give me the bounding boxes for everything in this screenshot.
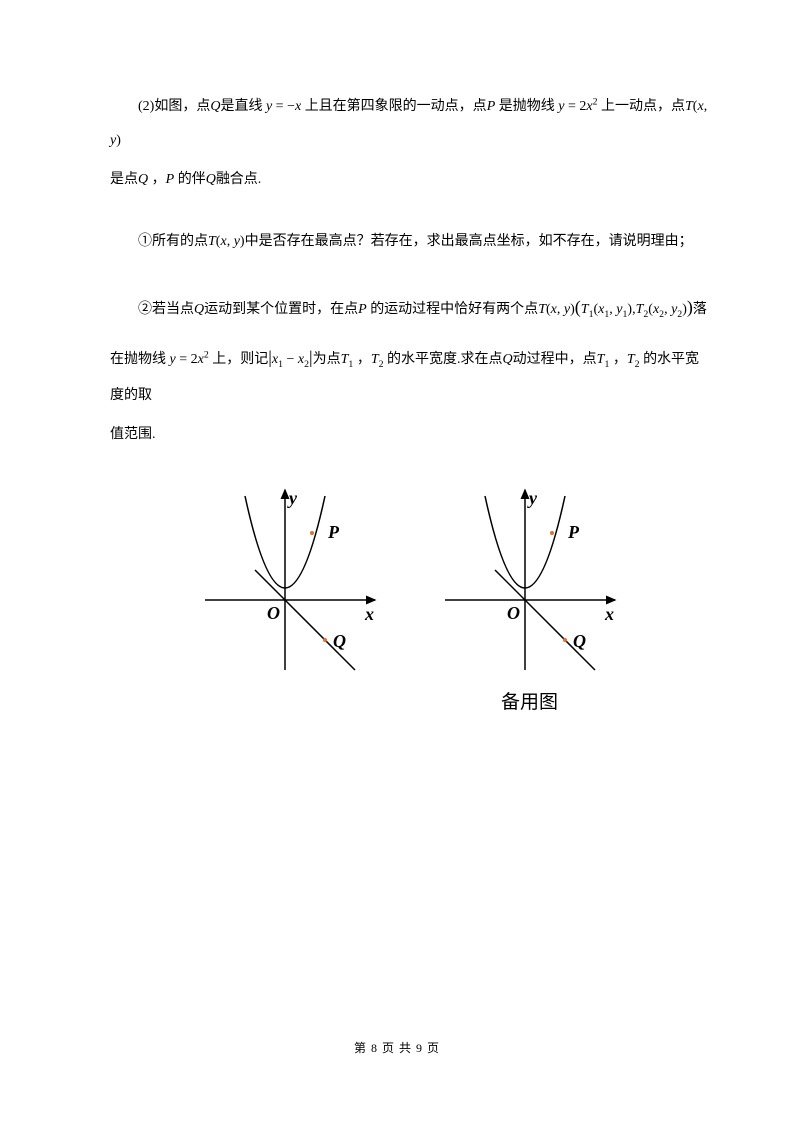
rparen: ) [116, 133, 121, 148]
text: 融合点. [216, 172, 262, 187]
text: 的水平宽度.求在点 [384, 352, 503, 367]
text: ， [148, 172, 166, 187]
comma: , [227, 234, 234, 249]
text: (2)如图，点 [138, 99, 210, 114]
var-T: T [685, 99, 693, 114]
paragraph-2-intro: (2)如图，点Q是直线 y = −x 上且在第四象限的一动点，点P 是抛物线 y… [110, 90, 709, 157]
text: 上一动点，点 [598, 99, 686, 114]
text: 是抛物线 [495, 99, 558, 114]
text: 是点 [110, 172, 138, 187]
comma: , [664, 302, 671, 317]
text: 的运动过程中恰好有两个点 [367, 302, 539, 317]
text: 上，则记 [209, 352, 269, 367]
page-footer: 第 8 页 共 9 页 [0, 1034, 794, 1063]
comma: , [557, 302, 564, 317]
paragraph-q1: ①所有的点T(x, y)中是否存在最高点？若存在，求出最高点坐标，如不存在，请说… [110, 225, 709, 259]
figure-backup: y x O P Q 备用图 [430, 480, 630, 726]
figure-caption: 备用图 [501, 680, 558, 726]
paragraph-q2: ②若当点Q运动到某个位置时，在点P 的运动过程中恰好有两个点T(x, y)(T1… [110, 286, 709, 329]
coordinate-plot-icon: y x O P Q [430, 480, 630, 675]
figures-row: y x O P Q y x [110, 480, 709, 726]
text: = 2 [564, 99, 586, 114]
text: 的伴 [174, 172, 206, 187]
x-axis-label: x [364, 604, 374, 624]
var-Q: Q [503, 352, 513, 367]
var-T: T [208, 234, 216, 249]
paragraph-2-intro-line2: 是点Q ，P 的伴Q融合点. [110, 163, 709, 197]
var-Q: Q [194, 302, 204, 317]
var-T: T [538, 302, 546, 317]
var-Q: Q [210, 99, 220, 114]
origin-label: O [267, 603, 280, 623]
text: 中是否存在最高点？若存在，求出最高点坐标，如不存在，请说明理由； [245, 234, 693, 249]
var-P: P [358, 302, 367, 317]
text: 值范围. [110, 427, 156, 442]
paragraph-q2-line3: 值范围. [110, 418, 709, 452]
var-Q: Q [138, 172, 148, 187]
coordinate-plot-icon: y x O P Q [190, 480, 390, 675]
text: 上且在第四象限的一动点，点 [301, 99, 487, 114]
text: 在抛物线 [110, 352, 170, 367]
figure-main: y x O P Q [190, 480, 390, 726]
text: ①所有的点 [138, 234, 208, 249]
text: 动过程中，点 [513, 352, 597, 367]
var-T2: T [627, 352, 635, 367]
var-T2: T [371, 352, 379, 367]
point-P-label: P [567, 522, 580, 542]
text: ， [353, 352, 371, 367]
var-P: P [166, 172, 175, 187]
paragraph-q2-line2: 在抛物线 y = 2x2 上，则记|x1 − x2|为点T1 ，T2 的水平宽度… [110, 336, 709, 413]
var-Q: Q [206, 172, 216, 187]
text: 是直线 [220, 99, 266, 114]
var-P: P [487, 99, 496, 114]
y-axis-label: y [527, 488, 538, 508]
y-axis-label: y [287, 488, 298, 508]
text: ②若当点 [138, 302, 194, 317]
text: = 2 [176, 352, 198, 367]
x-axis-label: x [604, 604, 614, 624]
point-Q-label: Q [333, 631, 346, 651]
text: 落 [693, 302, 707, 317]
text: 运动到某个位置时，在点 [204, 302, 358, 317]
var-T1: T [581, 302, 589, 317]
comma: , [704, 99, 708, 114]
text: = − [272, 99, 295, 114]
point-P-label: P [327, 522, 340, 542]
text: 为点 [313, 352, 341, 367]
text: ， [609, 352, 627, 367]
minus: − [283, 352, 298, 367]
point-Q-label: Q [573, 631, 586, 651]
origin-label: O [507, 603, 520, 623]
